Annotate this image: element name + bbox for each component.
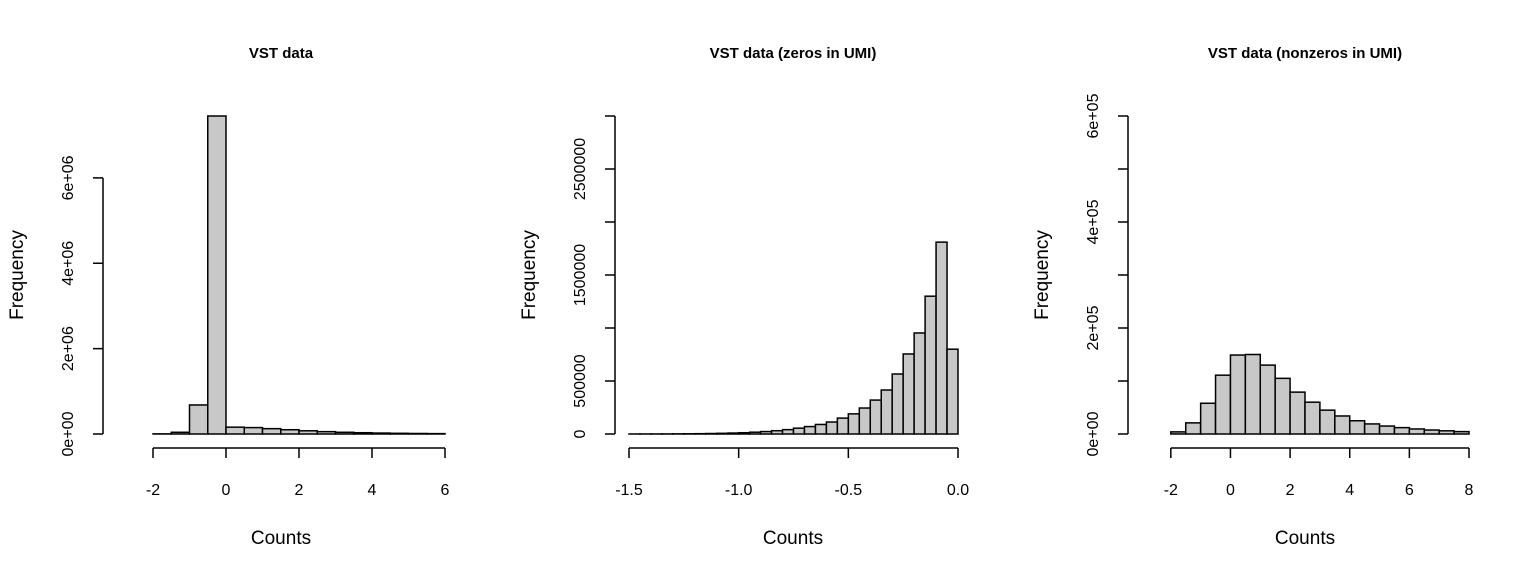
x-tick-label: 8 (1465, 482, 1474, 499)
panel-title: VST data (zeros in UMI) (710, 45, 877, 62)
y-tick-label: 2e+05 (1085, 305, 1102, 350)
histogram-bar (1348, 420, 1366, 435)
histogram-bar (1199, 402, 1217, 435)
histogram-bar (748, 431, 762, 435)
histogram-bar (334, 431, 355, 435)
x-tick-label: -2 (146, 482, 160, 499)
panel-title: VST data (249, 45, 314, 62)
histogram-bar (371, 432, 391, 435)
histogram-bar (880, 389, 893, 435)
histogram-bar (803, 425, 817, 435)
x-axis-label: Counts (251, 528, 311, 549)
histogram-bar (1423, 429, 1440, 435)
histogram-bar (243, 426, 264, 435)
histogram-bar (389, 432, 410, 435)
histogram-bar (836, 417, 850, 435)
histogram-bar (770, 429, 784, 435)
y-tick-label: 2500000 (572, 138, 589, 200)
histogram-bar (1334, 415, 1351, 435)
histogram-bar (759, 430, 773, 435)
x-tick-label: -2 (1164, 482, 1178, 499)
x-tick-label: 4 (1345, 482, 1354, 499)
y-tick-label: 2e+06 (60, 326, 77, 371)
y-tick-label: 1500000 (572, 244, 589, 306)
histogram-bar (1259, 364, 1276, 435)
histogram-bar (935, 241, 948, 435)
x-axis-label: Counts (1275, 528, 1335, 549)
histogram-bar (726, 432, 740, 435)
histogram-bar (946, 348, 959, 435)
histogram-bar (913, 332, 926, 435)
histogram-bar (316, 430, 337, 435)
y-axis-label: Frequency (519, 230, 540, 320)
histogram-bar (170, 431, 191, 435)
histogram-bar (188, 404, 209, 435)
panel-vst-zeros: VST data (zeros in UMI) Counts Frequency… (519, 45, 969, 549)
y-tick-label: 4e+05 (1085, 199, 1102, 244)
histogram-bar (781, 428, 795, 435)
panel-vst-data: VST data Counts Frequency -2 0 2 4 6 0e+00 2e+… (7, 45, 450, 549)
x-tick-label: -1.0 (725, 482, 753, 499)
histogram-bar (825, 421, 839, 435)
histogram-bar (1378, 425, 1396, 435)
histogram-bar (891, 373, 904, 435)
histogram-bar (280, 428, 300, 435)
histogram-bar (261, 427, 282, 435)
x-tick-label: 6 (441, 482, 450, 499)
histogram-bar (1170, 431, 1187, 435)
histogram-bar (1393, 426, 1411, 435)
histogram-bar (1304, 401, 1321, 435)
histogram-bar (869, 399, 882, 435)
x-axis-label: Counts (763, 528, 823, 549)
y-tick-label: 4e+06 (60, 241, 77, 286)
histogram-bar (1438, 430, 1455, 435)
x-tick-label: -1.5 (615, 482, 643, 499)
histogram-bar (1289, 391, 1306, 435)
y-tick-label: 0e+00 (60, 411, 77, 456)
histogram-bar (1229, 354, 1247, 435)
histogram-bar (924, 295, 937, 435)
histogram-bar (1184, 422, 1202, 435)
histogram-bar (1214, 374, 1232, 435)
histogram-bar (353, 431, 373, 435)
histogram-bar (225, 426, 245, 435)
histogram-bar (715, 432, 729, 435)
x-tick-label: 0.0 (947, 482, 969, 499)
y-tick-label: 0 (572, 429, 589, 438)
histogram-bar (1244, 353, 1262, 435)
histogram-bar (1319, 409, 1336, 435)
histogram-bar (1274, 377, 1291, 435)
y-tick-label: 500000 (572, 354, 589, 407)
x-tick-label: 4 (368, 482, 377, 499)
x-tick-label: -0.5 (835, 482, 863, 499)
histogram-bar (737, 431, 751, 435)
y-tick-label: 6e+05 (1085, 93, 1102, 138)
histogram-bar (207, 115, 227, 435)
histogram-bar (814, 423, 828, 435)
y-axis-label: Frequency (1032, 230, 1053, 320)
histogram-bar (1453, 430, 1470, 435)
histogram-bar (847, 413, 861, 435)
panel-title: VST data (nonzeros in UMI) (1208, 45, 1402, 62)
x-tick-label: 0 (222, 482, 231, 499)
histogram-bar (1363, 423, 1381, 435)
histogram-bar (902, 353, 915, 435)
y-tick-label: 0e+00 (1085, 411, 1102, 456)
histogram-bar (792, 427, 806, 435)
histogram-bar (407, 432, 428, 435)
y-tick-label: 6e+06 (60, 155, 77, 200)
x-tick-label: 0 (1226, 482, 1235, 499)
x-tick-label: 2 (295, 482, 304, 499)
histogram-bar (1408, 428, 1426, 435)
histogram-bar (298, 430, 318, 435)
y-axis-label: Frequency (7, 230, 28, 320)
histogram-bar (858, 407, 872, 435)
panel-vst-nonzeros: VST data (nonzeros in UMI) Counts Freque… (1032, 45, 1474, 549)
x-tick-label: 6 (1405, 482, 1414, 499)
x-tick-label: 2 (1286, 482, 1295, 499)
